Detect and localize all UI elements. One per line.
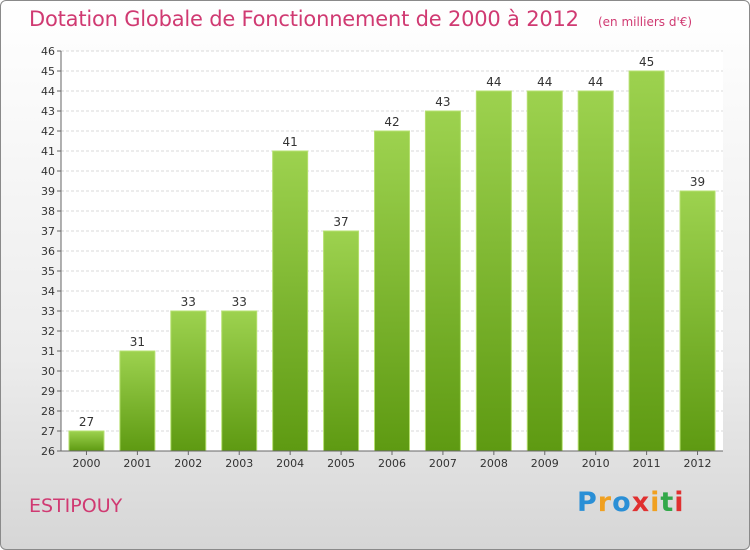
bar-value-label: 42 <box>384 115 399 129</box>
bar <box>68 430 105 452</box>
y-tick-label: 37 <box>41 225 55 238</box>
y-tick-label: 35 <box>41 265 55 278</box>
y-tick-label: 46 <box>41 45 55 58</box>
bar-value-label: 27 <box>79 415 94 429</box>
bar <box>526 90 563 452</box>
axes: 26 27 28 29 30 31 32 33 34 35 36 37 38 39 40 41 42 43 44 45… <box>41 45 723 470</box>
bar <box>628 70 665 452</box>
bar-value-label: 44 <box>537 75 552 89</box>
proxiti-logo[interactable]: Proxiti <box>577 487 685 518</box>
y-tick-label: 44 <box>41 85 55 98</box>
bar <box>679 190 716 452</box>
y-tick-label: 32 <box>41 325 55 338</box>
x-tick-label: 2004 <box>276 457 304 470</box>
bar-value-label: 31 <box>130 335 145 349</box>
x-tick-label: 2002 <box>174 457 202 470</box>
y-tick-label: 30 <box>41 365 55 378</box>
chart-subtitle: (en milliers d'€) <box>597 15 693 29</box>
title-row: Dotation Globale de Fonctionnement de 20… <box>29 7 692 31</box>
bar <box>475 90 512 452</box>
x-tick-label: 2000 <box>72 457 100 470</box>
x-tick-label: 2001 <box>123 457 151 470</box>
bar <box>577 90 614 452</box>
y-tick-label: 43 <box>41 105 55 118</box>
logo-letter: t <box>660 487 675 518</box>
logo-letter: i <box>650 487 661 518</box>
x-tick-label: 2007 <box>429 457 457 470</box>
bar <box>323 230 360 452</box>
x-tick-label: 2012 <box>684 457 712 470</box>
bar-value-label: 41 <box>283 135 298 149</box>
y-tick-label: 38 <box>41 205 55 218</box>
y-tick-label: 26 <box>41 445 55 458</box>
bar-value-label: 44 <box>588 75 603 89</box>
bar <box>272 150 309 452</box>
y-tick-label: 45 <box>41 65 55 78</box>
y-tick-label: 29 <box>41 385 55 398</box>
x-tick-label: 2005 <box>327 457 355 470</box>
logo-letter: x <box>631 487 651 518</box>
commune-name: ESTIPOUY <box>29 495 123 517</box>
y-tick-label: 36 <box>41 245 55 258</box>
x-tick-label: 2011 <box>633 457 661 470</box>
logo-letter: o <box>612 487 632 518</box>
x-tick-label: 2003 <box>225 457 253 470</box>
bar-value-label: 45 <box>639 55 654 69</box>
bar-value-label: 33 <box>181 295 196 309</box>
bar <box>119 350 156 452</box>
bar <box>374 130 410 452</box>
bar-value-label: 43 <box>435 95 450 109</box>
bar-value-label: 39 <box>690 175 705 189</box>
y-tick-label: 27 <box>41 425 55 438</box>
bar-value-label: 33 <box>232 295 247 309</box>
y-tick-label: 39 <box>41 185 55 198</box>
y-tick-label: 34 <box>41 285 55 298</box>
x-tick-label: 2010 <box>582 457 610 470</box>
y-tick-label: 42 <box>41 125 55 138</box>
x-tick-label: 2006 <box>378 457 406 470</box>
y-tick-label: 31 <box>41 345 55 358</box>
y-tick-label: 40 <box>41 165 55 178</box>
bar <box>424 110 461 452</box>
bars: 27 31 33 33 41 37 42 43 44 44 44 45 39 <box>68 55 716 452</box>
x-tick-label: 2009 <box>531 457 559 470</box>
x-tick-label: 2008 <box>480 457 508 470</box>
y-tick-label: 28 <box>41 405 55 418</box>
bar <box>221 310 258 452</box>
logo-letter: r <box>597 487 613 518</box>
y-tick-label: 33 <box>41 305 55 318</box>
y-tick-label: 41 <box>41 145 55 158</box>
logo-letter: i <box>674 487 685 518</box>
bar-value-label: 37 <box>333 215 348 229</box>
logo-letter: P <box>577 487 598 518</box>
bar <box>170 310 207 452</box>
chart-title: Dotation Globale de Fonctionnement de 20… <box>29 7 579 31</box>
bar-value-label: 44 <box>486 75 501 89</box>
